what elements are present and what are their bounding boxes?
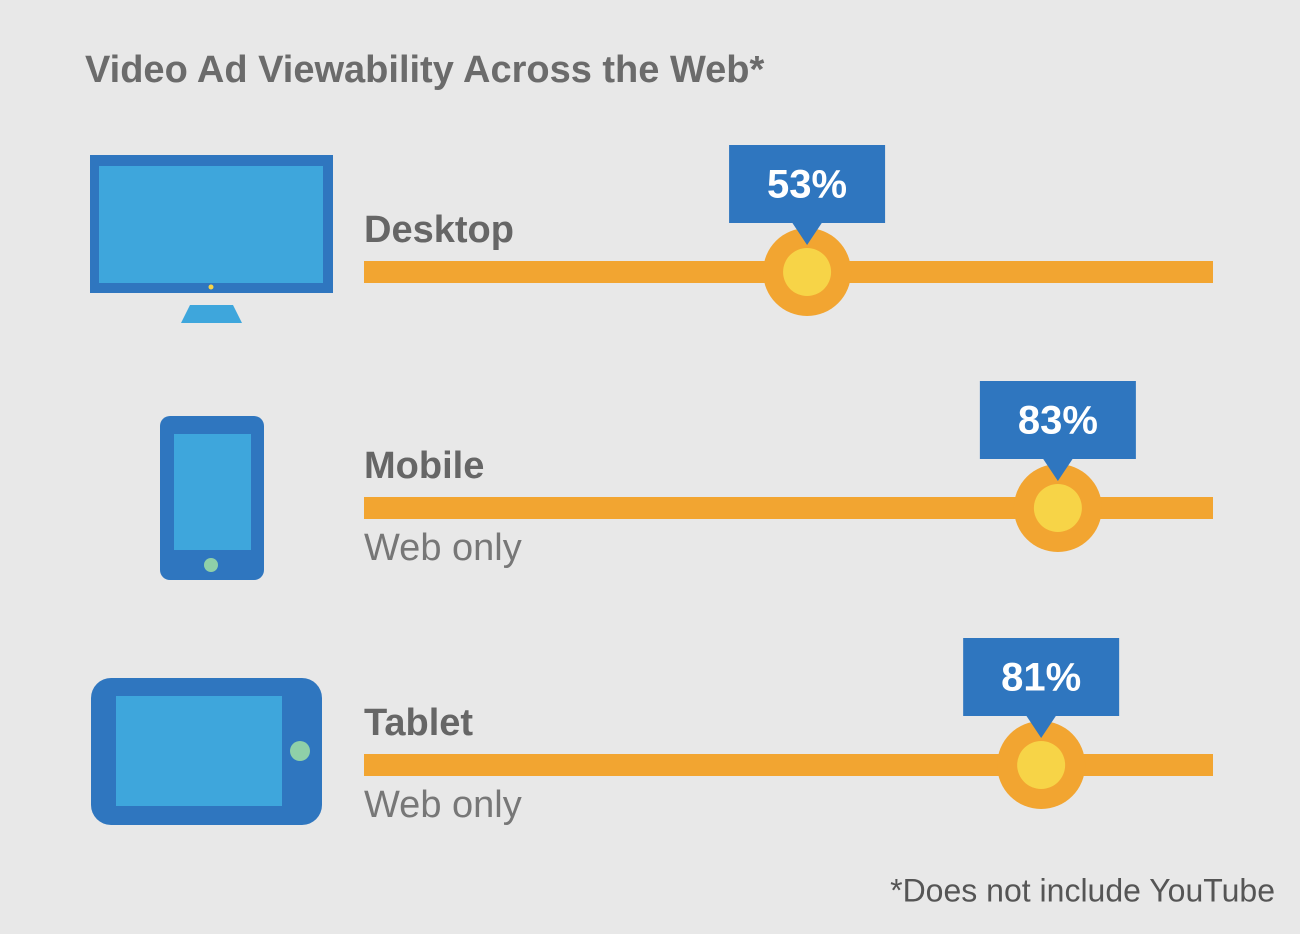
category-label: Mobile <box>364 445 484 487</box>
label-box <box>963 638 1120 716</box>
label-box <box>979 381 1136 459</box>
tablet-icon <box>91 678 322 825</box>
value-label: 81% <box>1001 656 1081 700</box>
chart-title: Video Ad Viewability Across the Web* <box>85 49 764 91</box>
track <box>364 497 1213 519</box>
value-label: 83% <box>1018 399 1098 443</box>
marker <box>783 248 832 296</box>
category-label: Desktop <box>364 209 514 251</box>
category-note: Web only <box>364 527 522 569</box>
marker <box>1033 484 1082 532</box>
label-pointer <box>1041 457 1074 481</box>
category-label: Tablet <box>364 702 473 744</box>
marker <box>1017 741 1066 789</box>
label-box <box>729 145 886 223</box>
label-pointer <box>791 221 824 245</box>
category-note: Web only <box>364 784 522 826</box>
desktop-icon <box>90 155 333 323</box>
track <box>364 754 1213 776</box>
footnote: *Does not include YouTube <box>890 872 1275 908</box>
label-pointer <box>1025 714 1058 738</box>
mobile-icon <box>160 416 264 580</box>
value-label: 53% <box>767 163 847 207</box>
